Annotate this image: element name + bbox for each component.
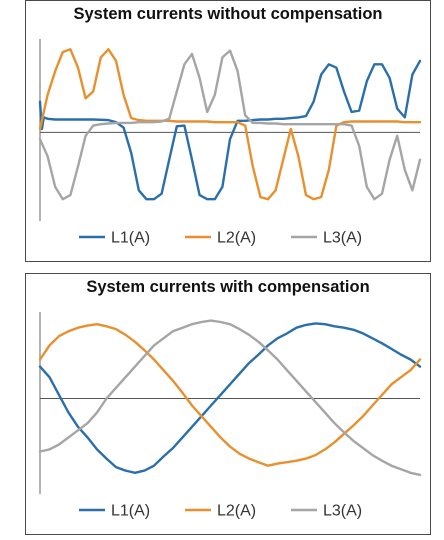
- series-line-3: [38, 49, 422, 201]
- chart-panel-with-compensation: System currents with compensation L1(A) L…: [25, 273, 431, 535]
- chart-plot-with-compensation: L1(A) L2(A) L3(A): [38, 312, 422, 520]
- chart-panel-without-compensation: System currents without compensation L1(…: [25, 0, 431, 262]
- chart-title: System currents without compensation: [73, 5, 383, 23]
- legend-label-3: L3(A): [323, 503, 362, 520]
- series-line-2: [38, 323, 422, 467]
- series-line-3: [38, 319, 422, 477]
- chart-title: System currents with compensation: [86, 278, 370, 296]
- legend-label-3: L3(A): [323, 230, 362, 247]
- legend-label-1: L1(A): [111, 230, 150, 247]
- chart-plot-without-compensation: L1(A) L2(A) L3(A): [38, 39, 422, 247]
- legend-label-1: L1(A): [111, 503, 150, 520]
- series-line-2: [38, 48, 422, 201]
- legend-label-2: L2(A): [217, 230, 256, 247]
- series-line-1: [38, 59, 422, 201]
- series-line-1: [38, 322, 422, 474]
- legend-label-2: L2(A): [217, 503, 256, 520]
